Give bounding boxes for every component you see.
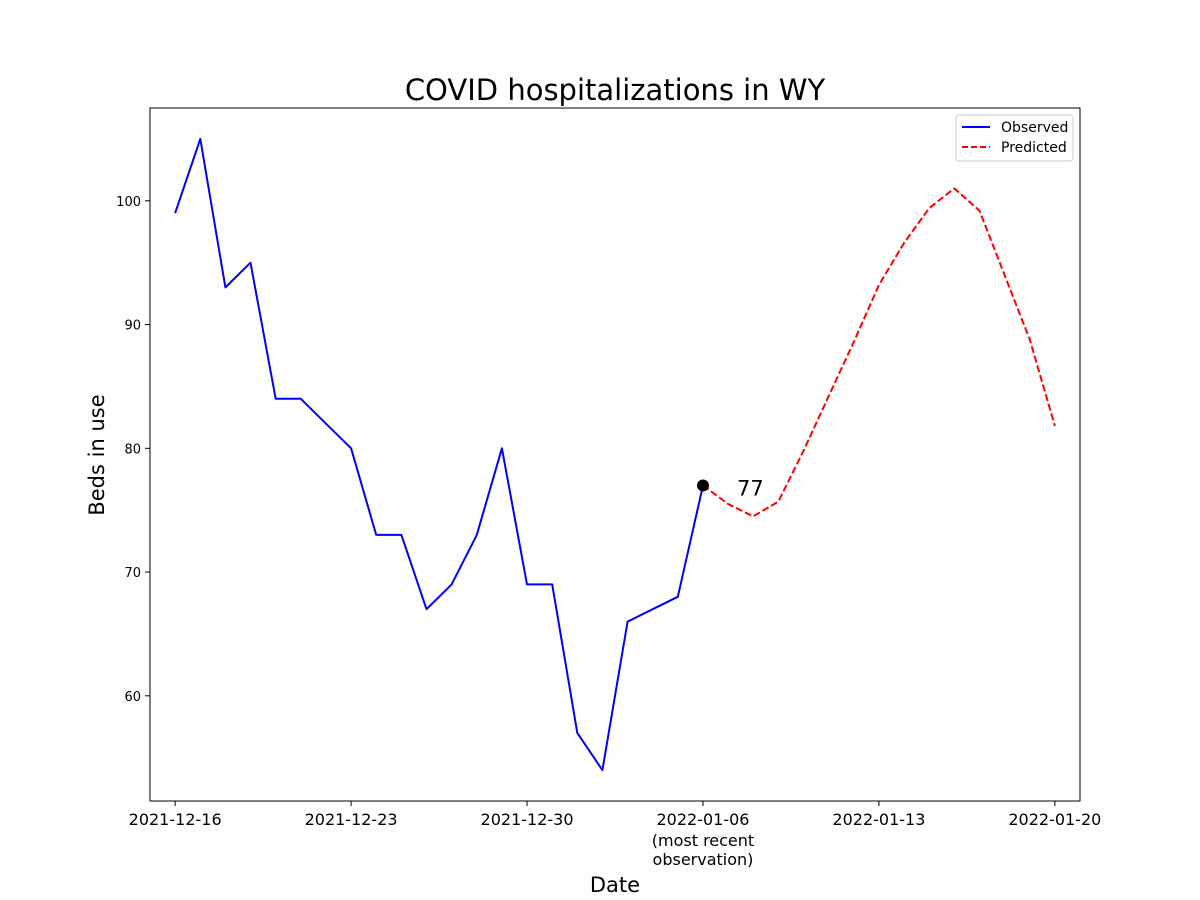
annotation-layer: 77 (696, 476, 764, 500)
series-layer (174, 137, 1056, 772)
plot-frame (149, 107, 1081, 802)
legend-label-observed: Observed (1001, 120, 1068, 136)
chart-title: COVID hospitalizations in WY (405, 73, 826, 107)
legend-label-predicted: Predicted (1001, 140, 1067, 156)
y-tick-label: 60 (124, 690, 141, 705)
x-tick-label: 2022-01-20 (1008, 810, 1101, 829)
x-tick-label: 2021-12-30 (481, 810, 574, 829)
x-tick-sublabel: (most recent (652, 831, 754, 850)
x-tick-label: 2022-01-13 (832, 810, 925, 829)
latest-observation-label: 77 (737, 476, 764, 500)
latest-observation-marker (696, 479, 709, 492)
series-line-observed (174, 137, 704, 772)
series-line-predicted (702, 187, 1056, 518)
y-tick-label: 70 (124, 566, 141, 581)
x-tick-sublabel: observation) (653, 850, 754, 869)
x-tick-label: 2022-01-06 (656, 810, 749, 829)
y-tick-label: 80 (124, 442, 141, 457)
y-axis-title: Beds in use (85, 394, 109, 515)
x-tick-label: 2021-12-16 (129, 810, 222, 829)
x-axis-title: Date (590, 873, 640, 897)
y-tick-label: 100 (116, 195, 141, 210)
y-axis-ticks: 60 70 80 90 100 (116, 195, 150, 705)
y-tick-label: 90 (124, 319, 141, 334)
x-axis-ticks: 2021-12-16 2021-12-23 2021-12-30 2022-01-06… (129, 801, 1101, 869)
x-tick-label: 2021-12-23 (305, 810, 398, 829)
legend: Observed Predicted (955, 114, 1074, 162)
